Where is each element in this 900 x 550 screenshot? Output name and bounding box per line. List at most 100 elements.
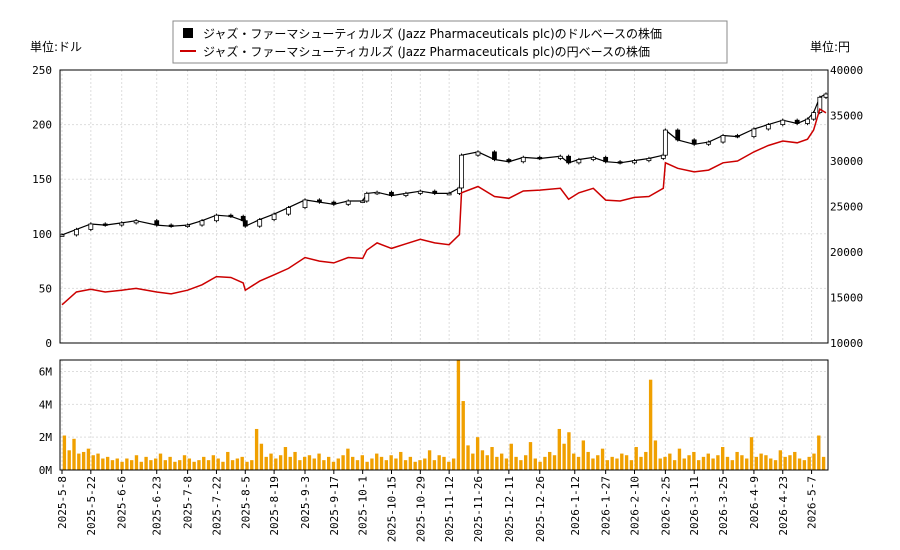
legend-jpy-label: ジャズ・ファーマシューティカルズ (Jazz Pharmaceuticals p… — [203, 44, 650, 59]
volume-bar — [653, 440, 658, 470]
candle-body — [286, 207, 291, 215]
candle-body — [662, 129, 668, 156]
volume-bar — [288, 456, 292, 470]
candle-body — [271, 213, 277, 221]
x-tick-label: 2026-3-25 — [717, 476, 730, 536]
candle-body — [302, 199, 308, 208]
volume-bar — [533, 458, 537, 470]
volume-bar — [706, 453, 710, 470]
volume-bar — [721, 447, 725, 470]
candle-body — [817, 96, 823, 113]
volume-bar — [67, 450, 71, 470]
candle-body — [74, 229, 79, 236]
volume-bar — [187, 458, 192, 470]
volume-bar — [817, 435, 821, 470]
volume-bar — [105, 456, 110, 470]
volume-bar — [740, 455, 744, 470]
candle-body — [691, 139, 697, 145]
volume-bar — [461, 401, 465, 470]
volume-bar — [139, 461, 143, 470]
volume-y-ticks: 0M 2M 4M 6M — [39, 365, 53, 477]
volume-bar — [735, 451, 739, 470]
candle-body — [660, 154, 666, 159]
x-axis-labels: 2025-5-8 2025-5-22 2025-6-6 2025-6-23 2025-7… — [56, 470, 819, 542]
candle-body — [780, 119, 786, 126]
candle-body — [475, 151, 481, 156]
volume-bar — [173, 461, 177, 470]
volume-bar — [682, 458, 686, 470]
candle-body — [228, 214, 234, 218]
x-tick-label: 2025-12-11 — [503, 476, 516, 542]
x-tick-label: 2026-2-10 — [628, 476, 641, 536]
candle-body — [720, 135, 726, 143]
volume-bar — [91, 455, 95, 470]
volume-bar — [672, 460, 677, 470]
volume-bar — [96, 453, 100, 470]
right-axis-unit: 単位:円 — [810, 39, 850, 54]
main-y-ticks-right: 10000 15000 20000 25000 30000 35000 40000 — [830, 64, 863, 350]
volume-bar — [639, 456, 643, 470]
candle-body — [590, 156, 596, 160]
right-y-tick-label: 20000 — [830, 246, 863, 259]
x-tick-label: 2025-7-22 — [210, 476, 223, 536]
volume-bar — [168, 456, 172, 470]
volume-bar — [548, 451, 552, 470]
x-tick-label: 2025-9-17 — [328, 476, 341, 536]
volume-bar — [821, 456, 826, 470]
x-tick-label: 2025-5-8 — [56, 476, 69, 529]
volume-bar — [134, 455, 139, 470]
volume-bar — [221, 461, 225, 470]
volume-bar — [696, 460, 701, 470]
volume-bar — [351, 456, 355, 470]
x-tick-label: 2025-11-26 — [472, 476, 485, 542]
candle-body — [185, 224, 191, 227]
volume-bar — [307, 455, 312, 470]
volume-bar — [375, 453, 379, 470]
volume-bar — [528, 442, 533, 470]
volume-bar — [576, 456, 581, 470]
volume-bar — [413, 461, 417, 470]
candle-body — [646, 158, 652, 162]
candle-body — [119, 222, 125, 226]
volume-bar — [658, 458, 662, 470]
x-tick-label: 2025-8-19 — [268, 476, 281, 536]
volume-y-tick-label: 6M — [39, 365, 53, 378]
volume-bar — [336, 458, 340, 470]
volume-bar — [629, 460, 634, 470]
volume-bar — [312, 458, 316, 470]
left-y-tick-label: 200 — [32, 119, 52, 132]
volume-bar — [144, 456, 148, 470]
x-tick-label: 2025-8-5 — [239, 476, 252, 529]
volume-bar — [163, 460, 167, 470]
right-y-tick-label: 35000 — [830, 110, 863, 123]
candle-body — [403, 192, 409, 196]
candle-body — [331, 201, 337, 205]
volume-bar — [423, 458, 427, 470]
volume-bar — [403, 460, 408, 470]
candle-body — [632, 160, 637, 164]
volume-bar — [567, 432, 571, 470]
volume-bar — [562, 443, 566, 470]
volume-bar — [317, 453, 321, 470]
volume-bar — [365, 461, 369, 470]
volume-bar — [605, 460, 610, 470]
candle-body — [617, 161, 623, 164]
x-tick-label: 2025-10-15 — [385, 476, 398, 542]
volume-bar — [259, 443, 264, 470]
volume-bar — [235, 458, 240, 470]
candle-body — [345, 200, 351, 205]
volume-bar — [499, 453, 504, 470]
volume-bar — [394, 458, 398, 470]
volume-bar — [749, 437, 754, 470]
volume-bar — [250, 460, 254, 470]
volume-bar — [451, 458, 456, 470]
volume-bar — [783, 456, 787, 470]
volume-bar — [264, 456, 268, 470]
volume-bar — [346, 448, 350, 470]
candle-body — [154, 220, 160, 226]
volume-bar — [129, 460, 134, 470]
volume-bar — [764, 455, 768, 470]
volume-bar — [668, 453, 672, 470]
candle-body — [823, 93, 829, 98]
volume-bar — [716, 455, 720, 470]
